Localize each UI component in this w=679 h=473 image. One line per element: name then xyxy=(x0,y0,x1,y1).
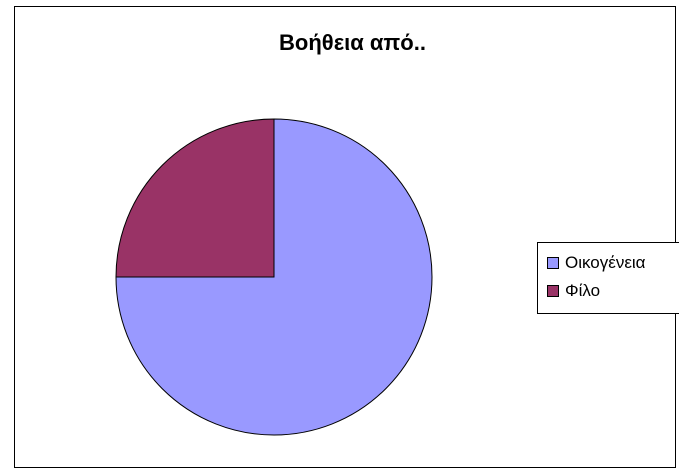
legend: Οικογένεια Φίλο xyxy=(537,242,679,314)
legend-item-friend: Φίλο xyxy=(547,281,600,301)
legend-swatch-family xyxy=(547,257,559,269)
chart-title: Βοήθεια από.. xyxy=(279,30,426,55)
legend-swatch-friend xyxy=(547,285,559,297)
pie-slices xyxy=(115,118,433,436)
pie-slice-friend xyxy=(115,118,275,278)
legend-item-family: Οικογένεια xyxy=(547,253,646,273)
legend-label-family: Οικογένεια xyxy=(565,253,646,272)
legend-label-friend: Φίλο xyxy=(565,281,601,300)
